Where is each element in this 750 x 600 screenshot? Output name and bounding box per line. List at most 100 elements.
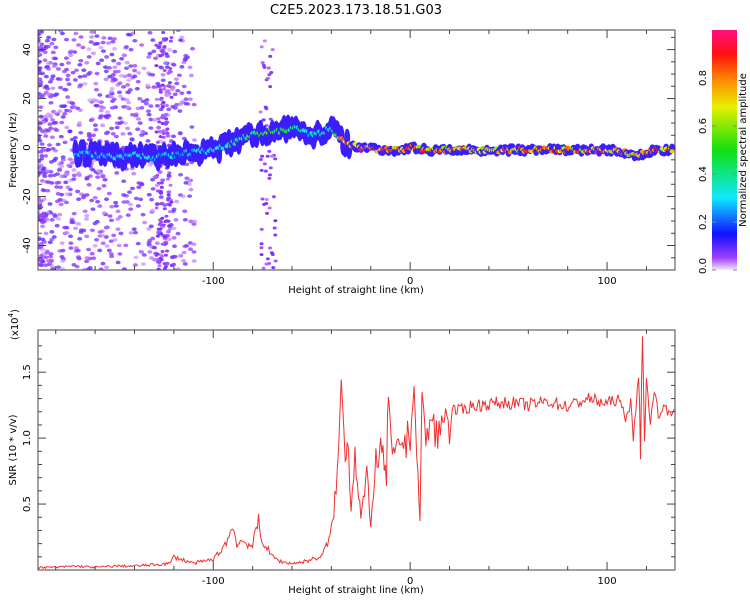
spectrogram-cell [154,202,160,206]
spectrogram-cell [109,86,115,91]
spectrogram-cell [124,97,130,102]
spectrogram-cell [128,47,134,52]
spectrogram-cell [162,69,167,73]
spectrogram-cell [264,198,269,202]
spectrogram-cell [128,202,134,207]
spectrogram-cell [43,231,49,236]
y-tick-label: 20 [22,92,33,105]
spectrogram-cell [262,162,267,166]
spectrogram-cell [45,148,51,152]
spectrogram-cell [38,32,41,37]
spectrogram-cell [267,176,272,180]
spectrogram-cell [268,166,273,170]
spectrogram-cell [192,219,198,224]
spectrogram-cell [43,263,49,267]
spectrogram-cell [156,45,162,50]
colorbar [712,30,737,270]
spectrogram-cell [162,207,167,211]
spectrogram-cell [50,86,56,91]
spectrogram-cell [95,199,101,204]
spectrogram-cell [148,224,154,229]
spectrogram-cell [48,160,54,164]
spectrogram-cell [98,100,104,104]
snr-series-line [38,336,675,570]
colorbar-tick-label: 0.4 [698,166,709,182]
spectrogram-cell [104,55,110,59]
spectrogram-cell [81,228,87,233]
spectrogram-cell [154,241,160,246]
spectrogram-cell [87,133,93,138]
spectrogram-frame [37,29,676,271]
spectrogram-cell [140,129,146,134]
colorbar-tick-label: 0.0 [698,258,709,274]
spectrogram-cell [126,78,132,83]
spectrogram-cell [259,246,264,250]
spectrogram-cell [63,180,69,185]
spectrogram-cell [38,69,42,73]
spectrogram-cell [71,168,77,172]
spectrogram-cell [94,71,100,76]
spectrogram-cell [62,140,68,145]
spectrogram-cell [154,64,159,68]
spectrogram-cell [94,237,100,242]
spectrogram-cell [81,267,87,270]
spectrogram-cell [160,83,165,87]
spectrogram-cell [90,207,96,211]
spectrogram-cell [171,226,177,231]
spectrogram-cell [261,63,266,67]
spectrogram-cell [99,58,105,63]
spectrogram-cell [143,101,149,106]
spectrogram-cell [163,253,168,257]
spectrogram-cell [190,46,196,51]
spectrogram-cell [110,76,116,81]
spectrogram-cell [273,259,278,263]
spectrogram-cell [47,240,53,245]
spectrogram-cell [168,183,173,187]
spectrogram-cell [105,225,111,229]
spectrogram-cell [121,179,127,183]
spectrogram-cell [165,127,170,131]
spectrogram-cell [103,65,109,69]
y-tick-label: 1.0 [22,430,33,446]
spectrogram-cell [82,209,88,214]
spectrogram-cell [154,43,159,47]
spectrogram-cell [121,200,127,204]
spectrogram-cell [173,218,179,222]
spectrogram-cell [38,163,44,168]
spectrogram-cell [59,254,65,259]
spectrogram-cell [141,253,147,257]
spectrogram-cell [53,149,59,153]
spectrogram-cell [43,74,49,79]
spectrogram-cell [86,72,92,76]
spectrogram-cell [260,197,265,201]
spectrogram-cell [191,250,197,254]
spectrogram-cell [259,227,264,231]
spectrogram-cell [140,262,146,266]
spectrogram-cell [137,121,143,125]
spectrogram-cell [182,209,188,213]
spectrogram-cell [115,69,121,74]
spectrogram-cell [100,233,106,238]
spectrogram-cell [58,134,64,139]
spectrogram-cell [188,247,194,251]
spectrogram-cell [161,100,166,104]
spectrogram-cell [68,53,74,58]
spectrogram-cell [260,154,265,158]
spectrogram-cell [58,185,64,190]
spectrogram-cell [108,218,114,223]
spectrogram-cell [128,64,134,68]
spectrogram-cell [98,171,104,176]
spectrogram-cell [174,81,180,86]
spectrogram-cell [273,157,278,161]
scale-suffix: ) [10,309,21,313]
spectrogram-cell [155,189,160,193]
spectrogram-cell [171,207,177,212]
spectrogram-cell [52,213,58,217]
spectrogram-cell [164,54,170,59]
spectrogram-ylabel: Frequency (Hz) [8,112,19,188]
spectrogram-cell [43,128,49,132]
spectrogram-cell [157,170,163,174]
x-tick-label: 0 [407,576,413,587]
spectrogram-cell [271,266,276,270]
spectrogram-cell [160,254,165,258]
